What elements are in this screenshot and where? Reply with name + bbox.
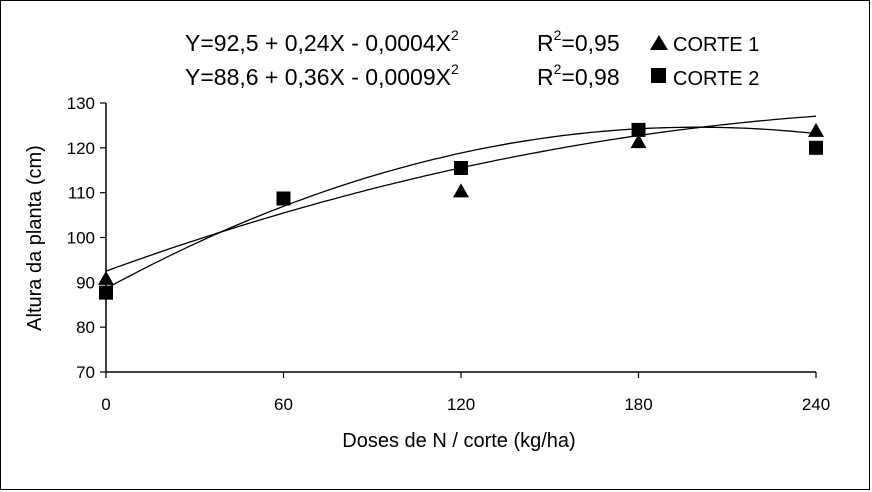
legend-label-corte-2: CORTE 2 — [673, 68, 759, 90]
data-point-triangle — [98, 270, 114, 285]
r2-corte-2: R2=0,98 — [537, 61, 620, 90]
data-point-square — [454, 161, 468, 176]
y-tick-label: 100 — [67, 229, 95, 248]
equation-corte-1-main: Y=92,5 + 0,24X - 0,0004X — [185, 30, 451, 56]
legend-label-corte-1: CORTE 1 — [673, 34, 759, 56]
data-point-square — [276, 191, 291, 206]
data-point-square — [631, 122, 646, 137]
y-axis-label: Altura da planta (cm) — [24, 145, 46, 331]
legend-marker-square — [651, 68, 666, 83]
x-tick-label: 60 — [274, 395, 293, 414]
equation-corte-2-main: Y=88,6 + 0,36X - 0,0009X — [185, 64, 451, 90]
data-point-triangle — [453, 183, 469, 198]
data-point-square — [99, 285, 113, 300]
data-point-triangle — [808, 122, 824, 137]
legend-marker-triangle — [650, 35, 668, 50]
fit-curve-2 — [105, 126, 817, 290]
equation-corte-2-exp: 2 — [451, 61, 459, 77]
x-tick-label: 240 — [802, 395, 830, 414]
x-tick-label: 120 — [447, 395, 475, 414]
r2-corte-2-prefix: R — [537, 64, 554, 90]
data-points — [98, 122, 824, 300]
fit-curves — [105, 115, 817, 290]
equation-corte-2: Y=88,6 + 0,36X - 0,0009X2 — [185, 61, 459, 90]
r2-corte-2-exp: 2 — [554, 61, 562, 77]
y-tick-label: 70 — [76, 363, 95, 382]
y-tick-label: 130 — [67, 94, 95, 113]
data-point-triangle — [630, 134, 647, 149]
data-point-square — [809, 140, 823, 155]
r2-corte-1: R2=0,95 — [537, 27, 620, 56]
y-tick-label: 120 — [67, 139, 95, 158]
x-axis-label: Doses de N / corte (kg/ha) — [342, 430, 575, 452]
x-tick-label: 0 — [101, 395, 110, 414]
y-ticks: 70 80 90 100 110 120 130 — [67, 94, 106, 382]
x-ticks: 0 60 120 180 240 — [101, 372, 830, 414]
r2-corte-1-value: =0,95 — [561, 30, 619, 56]
y-tick-label: 80 — [76, 318, 95, 337]
y-tick-label: 90 — [76, 273, 95, 292]
equation-corte-1-exp: 2 — [451, 27, 459, 43]
r2-corte-1-exp: 2 — [554, 27, 562, 43]
x-tick-label: 180 — [624, 395, 652, 414]
y-tick-label: 110 — [68, 184, 95, 203]
legend-row-corte-2: Y=88,6 + 0,36X - 0,0009X2 R2=0,98 CORTE … — [185, 61, 759, 90]
r2-corte-1-prefix: R — [537, 30, 554, 56]
equation-corte-1: Y=92,5 + 0,24X - 0,0004X2 — [185, 27, 459, 56]
r2-corte-2-value: =0,98 — [561, 64, 619, 90]
legend-row-corte-1: Y=92,5 + 0,24X - 0,0004X2 R2=0,95 CORTE … — [185, 27, 759, 56]
